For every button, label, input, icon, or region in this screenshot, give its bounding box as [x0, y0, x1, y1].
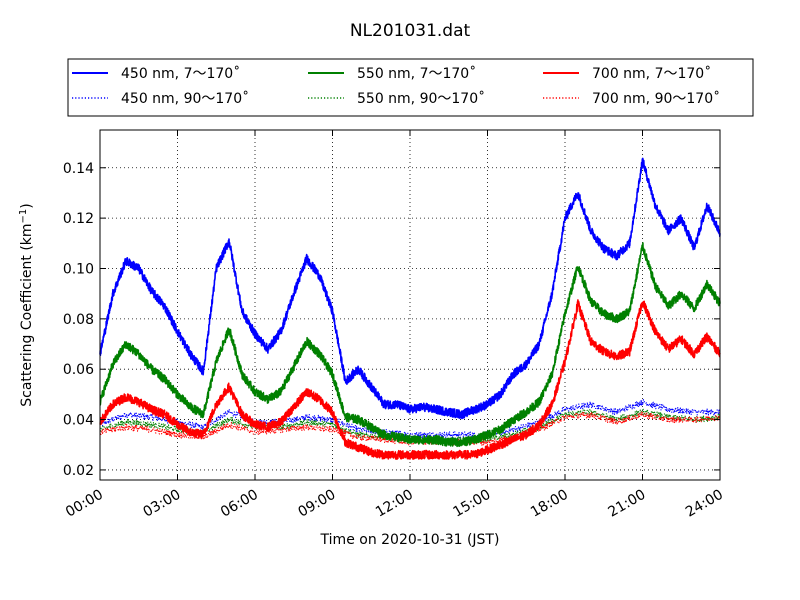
- x-tick-label: 03:00: [141, 487, 184, 521]
- series-layer: [99, 157, 721, 460]
- x-tick-label: 09:00: [296, 487, 339, 521]
- y-tick-label: 0.14: [63, 161, 94, 177]
- x-tick-label: 21:00: [606, 487, 649, 521]
- series-line: [99, 399, 721, 439]
- y-tick-label: 0.02: [63, 463, 94, 479]
- legend-label: 450 nm, 7～170˚: [121, 65, 240, 82]
- x-tick-label: 12:00: [373, 487, 416, 521]
- y-axis-label-main: Scattering Coefficient (km: [19, 223, 35, 406]
- x-tick-labels: 00:00 03:00 06:00 09:00 12:00 15:00 18:00 21:00…: [63, 487, 726, 521]
- y-tick-label: 0.06: [63, 362, 94, 378]
- x-tick-label: 15:00: [451, 487, 494, 521]
- series-line: [99, 157, 721, 420]
- plot-background: [100, 130, 720, 480]
- legend-label: 550 nm, 90～170˚: [357, 90, 485, 107]
- plot-area: [99, 129, 721, 481]
- y-tick-labels: 0.02 0.04 0.06 0.08 0.10 0.12 0.14: [63, 161, 94, 479]
- y-axis-label: Scattering Coefficient (km−1): [18, 203, 36, 407]
- tick-marks: [99, 130, 721, 480]
- y-axis-label-superscript: −1: [18, 209, 29, 224]
- x-tick-label: 06:00: [218, 487, 261, 521]
- x-tick-label: 24:00: [683, 487, 726, 521]
- series-line: [99, 242, 721, 448]
- legend-label: 450 nm, 90～170˚: [121, 90, 249, 107]
- legend: 450 nm, 7～170˚ 450 nm, 90～170˚ 550 nm, 7～1…: [67, 58, 754, 117]
- legend-label: 550 nm, 7～170˚: [357, 65, 476, 82]
- legend-label: 700 nm, 7～170˚: [592, 65, 711, 82]
- y-tick-label: 0.08: [63, 312, 94, 328]
- x-tick-label: 18:00: [528, 487, 571, 521]
- y-tick-label: 0.04: [63, 413, 94, 429]
- y-tick-label: 0.10: [63, 261, 94, 277]
- series-line: [99, 299, 721, 460]
- legend-label: 700 nm, 90～170˚: [592, 90, 720, 107]
- chart-title: NL201031.dat: [350, 21, 471, 41]
- legend-box: [67, 58, 754, 117]
- y-axis-label-close: ): [19, 203, 35, 208]
- y-tick-label: 0.12: [63, 211, 94, 227]
- x-tick-label: 00:00: [63, 487, 106, 521]
- x-axis-label: Time on 2020-10-31 (JST): [320, 532, 500, 548]
